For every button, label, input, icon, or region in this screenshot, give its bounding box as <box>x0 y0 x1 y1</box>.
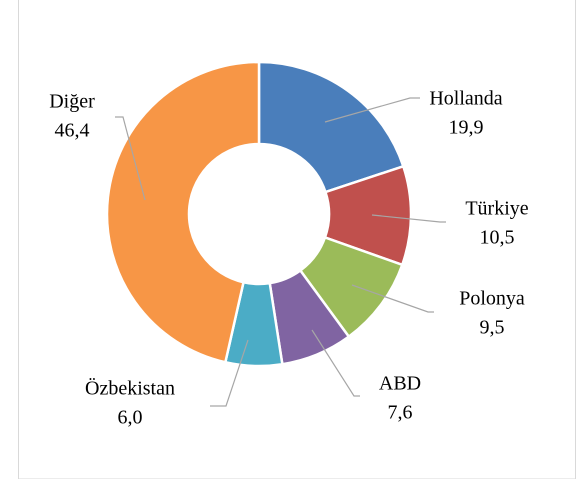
donut-slice <box>257 60 405 194</box>
leader-line <box>351 284 434 313</box>
value-label: 46,4 <box>55 120 90 142</box>
donut-slice <box>105 60 261 364</box>
category-label: Türkiye <box>465 198 528 220</box>
leader-line <box>115 116 146 201</box>
leader-line <box>324 97 420 123</box>
value-label: 6,0 <box>118 407 143 429</box>
category-label: Polonya <box>459 288 525 310</box>
leader-line <box>311 329 360 397</box>
category-label: Özbekistan <box>85 377 175 400</box>
category-label: Hollanda <box>429 88 502 110</box>
value-label: 10,5 <box>480 227 515 249</box>
category-label: ABD <box>379 373 421 395</box>
value-label: 7,6 <box>388 402 413 424</box>
value-label: 19,9 <box>449 117 484 139</box>
leader-line <box>371 214 446 223</box>
leader-line <box>210 339 249 407</box>
value-label: 9,5 <box>480 317 505 339</box>
category-label: Diğer <box>49 91 95 113</box>
